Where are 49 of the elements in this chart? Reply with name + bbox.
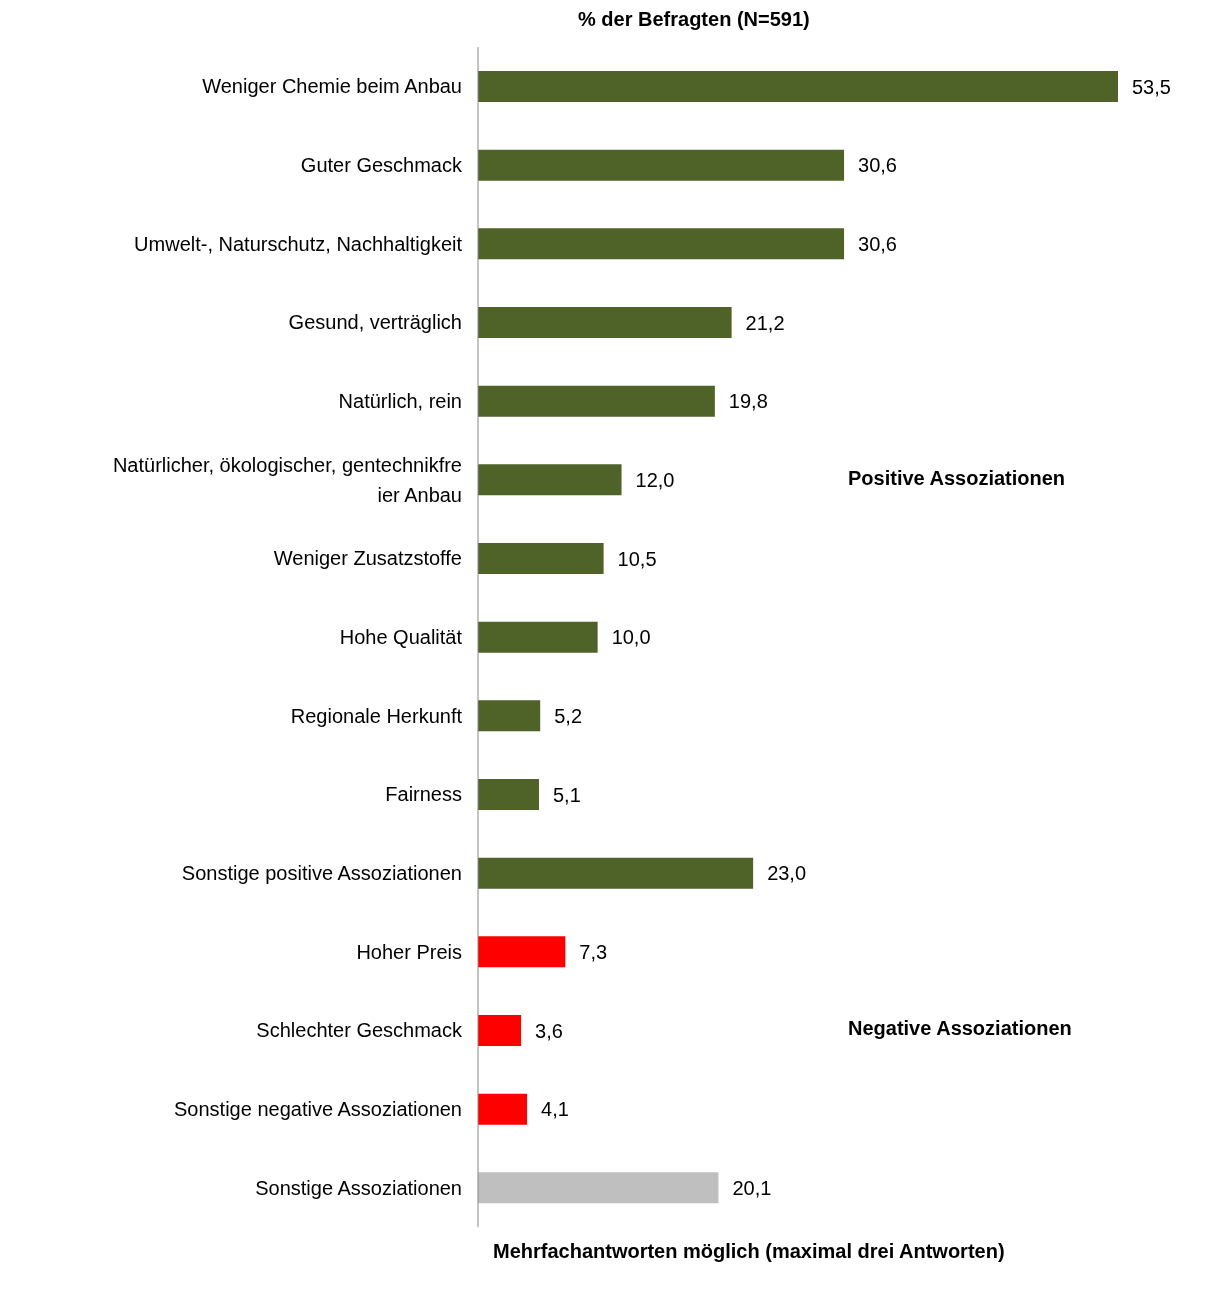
bar (478, 228, 845, 260)
y-tick-label: Hoher Preis (356, 940, 462, 963)
y-tick-label: Fairness (385, 783, 462, 806)
data-label: 20,1 (732, 1176, 772, 1199)
bar (478, 857, 754, 889)
y-tick-label: Weniger Chemie beim Anbau (202, 75, 462, 98)
bar (478, 1093, 528, 1125)
y-tick-label: Umwelt-, Naturschutz, Nachhaltigkeit (134, 232, 463, 255)
data-label: 3,6 (535, 1019, 563, 1042)
bar (478, 385, 715, 417)
bar (478, 936, 566, 968)
data-label: 30,6 (858, 232, 897, 255)
data-label: 30,6 (858, 154, 897, 177)
bar (478, 543, 604, 574)
bar (478, 307, 732, 338)
data-label: 10,0 (611, 626, 651, 649)
y-tick-label: Hohe Qualität (339, 626, 463, 648)
data-label: 23,0 (767, 862, 807, 885)
chart-title: % der Befragten (N=591) (577, 8, 811, 32)
text: Mehrfachantworten möglich (maximal drei Antworten) (493, 1240, 1006, 1263)
bar (478, 464, 622, 496)
annotation: Positive Assoziationen (848, 466, 1066, 490)
y-tick-label: Sonstige positive Assoziationen (181, 862, 462, 884)
data-label: 4,1 (541, 1098, 569, 1121)
y-tick-label: Sonstige Assoziationen (255, 1176, 462, 1199)
y-tick-label: Guter Geschmack (300, 154, 463, 176)
y-tick-label: Schlechter Geschmack (256, 1019, 463, 1042)
y-tick-label: Natürlich, rein (338, 390, 462, 412)
y-tick-label: Natürlicher, ökologischer, gentechnikfreier Anbau (112, 453, 462, 506)
y-tick-label: Weniger Zusatzstoffe (273, 547, 462, 570)
data-label: 21,2 (745, 311, 785, 334)
y-tick-label: Gesund, verträglich (288, 311, 462, 334)
annotation: Negative Assoziationen (848, 1017, 1072, 1041)
data-label: 5,1 (553, 783, 581, 806)
data-label: 53,5 (1132, 75, 1171, 98)
data-label: 19,8 (728, 390, 768, 413)
bar (478, 779, 540, 810)
bar (478, 1015, 522, 1046)
data-label: 7,3 (579, 940, 608, 963)
bar (478, 1172, 719, 1204)
bar (478, 71, 1118, 102)
data-label: 5,2 (554, 704, 583, 727)
y-tick-label: Sonstige negative Assoziationen (174, 1098, 462, 1120)
data-label: 12,0 (635, 468, 675, 491)
data-label: 10,5 (617, 547, 657, 570)
bar (478, 149, 845, 181)
bar (478, 621, 598, 653)
y-tick-label: Regionale Herkunft (290, 704, 463, 727)
bar (478, 700, 541, 732)
